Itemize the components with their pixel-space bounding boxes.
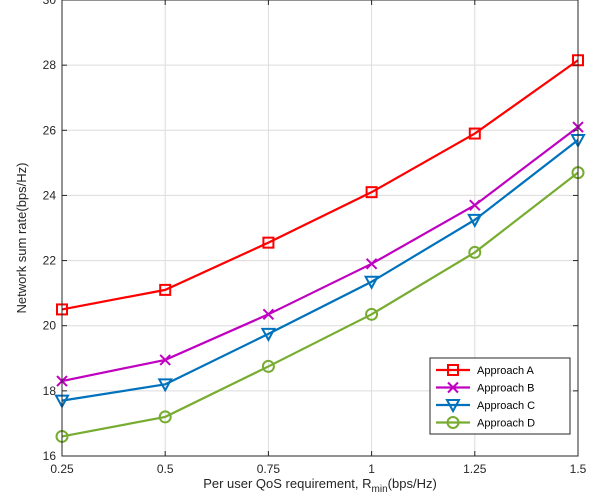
y-tick-label: 22 (43, 254, 57, 268)
legend-item-approach-a: Approach A (436, 364, 535, 377)
y-tick-label: 28 (43, 58, 57, 72)
y-tick-label: 20 (43, 319, 57, 333)
legend-label: Approach D (477, 418, 535, 430)
series-approach-b (56, 121, 584, 387)
data-point-approach-d (158, 410, 172, 424)
data-point-approach-c (363, 275, 380, 290)
x-tick-label: 1.5 (570, 462, 587, 476)
plot-area-frame (61, 0, 579, 457)
data-point-approach-c (260, 327, 277, 342)
data-point-approach-b (159, 354, 171, 366)
x-tick-label: 0.25 (50, 462, 74, 476)
y-tick-label: 30 (43, 0, 57, 7)
marker-x-stroke (365, 258, 378, 270)
x-axis-label-main: Per user QoS requirement, R (203, 476, 371, 491)
legend-swatch-marker (447, 381, 459, 394)
legend-label: Approach B (477, 383, 534, 395)
series-approach-a (56, 54, 584, 316)
marker-x-stroke (469, 199, 481, 211)
x-axis-label-suffix: (bps/Hz) (388, 476, 437, 491)
series-line-approach-d (61, 171, 579, 438)
data-point-approach-c (467, 213, 483, 228)
data-point-approach-b (262, 308, 275, 321)
x-tick-label: 1 (368, 462, 375, 476)
series-layer (54, 54, 586, 443)
legend-item-approach-c: Approach C (436, 399, 535, 414)
data-point-approach-a (468, 127, 481, 140)
series-line-approach-a (61, 59, 579, 311)
marker-x-stroke (262, 308, 275, 321)
marker-x-stroke (159, 354, 171, 366)
y-tick-label: 24 (43, 188, 57, 202)
x-tick-label: 0.75 (257, 462, 281, 476)
series-line-approach-c (61, 139, 579, 402)
data-point-approach-d (468, 245, 482, 259)
data-point-approach-a (159, 283, 172, 296)
x-axis-label-subscript: min (372, 484, 388, 495)
legend-item-approach-b: Approach B (436, 381, 534, 395)
y-tick-label: 26 (43, 123, 57, 137)
legend-swatch-marker (447, 364, 459, 376)
data-point-approach-b (469, 199, 481, 211)
legend-label: Approach A (477, 365, 535, 377)
x-tick-label: 1.25 (463, 462, 487, 476)
legend-swatch-marker (445, 399, 461, 414)
data-point-approach-a (262, 236, 275, 249)
x-tick-label: 0.5 (157, 462, 174, 476)
marker-x-stroke (447, 381, 459, 394)
data-point-approach-b (365, 258, 378, 270)
data-point-approach-a (365, 186, 378, 199)
data-point-approach-d (365, 307, 379, 321)
data-point-approach-c (157, 378, 173, 393)
axis-ticks: 0.25 0.5 0.75 1 1.25 1.5 16 18 20 22 24 26 28 30 (43, 0, 587, 476)
series-line-approach-b (61, 126, 579, 383)
data-point-approach-d (261, 359, 275, 373)
legend: Approach A Approach B Approach C Approach D (429, 357, 571, 435)
x-axis-label: Per user QoS requirement, Rmin(bps/Hz) (203, 476, 437, 495)
y-axis-label: Network sum rate(bps/Hz) (14, 163, 29, 314)
y-tick-label: 18 (43, 384, 57, 398)
y-tick-label: 16 (43, 449, 57, 463)
legend-swatch-marker (446, 416, 460, 429)
legend-item-approach-d: Approach D (436, 416, 535, 430)
legend-label: Approach C (477, 400, 535, 412)
